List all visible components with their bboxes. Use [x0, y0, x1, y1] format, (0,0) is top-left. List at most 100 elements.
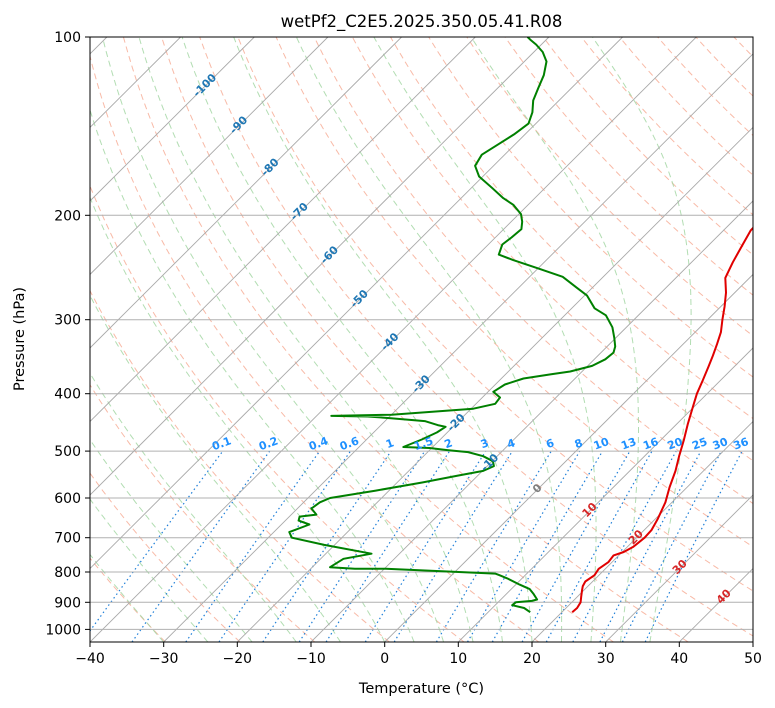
- mixing-ratio-line: [572, 450, 677, 642]
- dry-adiabat-line: [90, 54, 540, 642]
- isotherm-line: [90, 37, 476, 423]
- moist-adiabat-line: [90, 553, 165, 642]
- moist-adiabat-line: [181, 37, 503, 642]
- dry-adiabat-line: [466, 37, 753, 337]
- mixing-ratio-line: [491, 450, 604, 642]
- dry-adiabat-line: [428, 37, 753, 378]
- mixing-ratio-line: [185, 450, 321, 642]
- background-lines: [90, 37, 753, 642]
- isotherm-line: [531, 420, 753, 642]
- dry-adiabat-line: [275, 37, 753, 548]
- dry-adiabat-line: [619, 37, 753, 176]
- y-tick-label: 1000: [45, 622, 81, 638]
- mixing-ratio-label: 6: [544, 436, 556, 451]
- mixing-ratio-label: 0.1: [210, 434, 233, 453]
- x-tick-label: 10: [449, 651, 467, 667]
- mixing-ratio-line: [131, 450, 271, 642]
- mixing-ratio-label: 3: [479, 436, 491, 451]
- y-tick-label: 700: [54, 531, 81, 547]
- x-tick-label: 0: [380, 651, 389, 667]
- moist-adiabat-line: [90, 294, 341, 642]
- mixing-ratio-label: 10: [592, 435, 611, 453]
- grid-lines: [90, 37, 753, 642]
- moist-adiabat-line: [138, 37, 474, 642]
- y-tick-label: 800: [54, 565, 81, 581]
- dry-adiabat-line: [199, 37, 753, 637]
- mixing-ratio-line: [393, 450, 513, 642]
- moist-adiabat-line: [295, 37, 563, 642]
- isotherm-line: [384, 273, 753, 642]
- x-tick-label: 20: [523, 651, 541, 667]
- mixing-ratio-label: 36: [732, 435, 751, 453]
- y-tick-label: 200: [54, 208, 81, 224]
- x-tick-label: −10: [296, 651, 326, 667]
- isotherm-line: [457, 347, 753, 642]
- mixing-ratio-label: 1.5: [412, 434, 435, 453]
- isotherm-line: [90, 37, 329, 276]
- dry-adiabat-line: [90, 383, 316, 642]
- moist-adiabat-line: [90, 498, 209, 642]
- x-tick-label: 30: [597, 651, 615, 667]
- mixing-ratio-label: 2: [443, 436, 455, 451]
- y-tick-label: 600: [54, 491, 81, 507]
- x-tick-label: 50: [744, 651, 762, 667]
- dry-adiabat-line: [390, 37, 753, 420]
- mixing-ratio-label: 13: [619, 435, 638, 452]
- mixing-ratio-label: 1: [384, 436, 396, 451]
- moist-adiabat-line: [373, 37, 597, 642]
- plot-frame: [89, 36, 754, 643]
- moist-adiabat-line: [90, 438, 253, 642]
- moist-adiabat-line: [90, 196, 386, 642]
- x-axis-label: Temperature (°C): [358, 681, 484, 697]
- mixing-ratio-label: 25: [690, 435, 709, 452]
- mixing-ratio-label: 0.2: [257, 434, 280, 453]
- mixing-ratio-label: 16: [641, 435, 660, 453]
- y-axis-label: Pressure (hPa): [12, 287, 28, 391]
- moist-adiabat-line: [102, 37, 445, 642]
- mixing-ratio-line: [435, 450, 552, 642]
- x-tick-label: −30: [149, 651, 179, 667]
- series-lines: [288, 37, 753, 614]
- moist-adiabat-line: [233, 37, 533, 642]
- axis-ticks: −40 −30 −20 −10 0 10 20 30 40 5010020030040050060…: [45, 30, 762, 667]
- moist-adiabat-line: [90, 108, 415, 642]
- dry-adiabat-line: [237, 37, 753, 592]
- mixing-ratio-label: 0.6: [338, 434, 361, 453]
- dry-adiabat-line: [580, 37, 753, 216]
- mixing-ratio-line: [466, 450, 581, 642]
- y-tick-label: 500: [54, 444, 81, 460]
- mixing-ratio-line: [298, 450, 426, 642]
- dry-adiabat-line: [90, 184, 465, 642]
- isotherm-line: [90, 37, 255, 202]
- y-tick-label: 400: [54, 387, 81, 403]
- moist-adiabat-line: [470, 37, 639, 642]
- moist-adiabat-line: [90, 372, 297, 642]
- x-tick-label: −20: [223, 651, 253, 667]
- mixing-ratio-line: [325, 450, 451, 642]
- dry-adiabat-line: [122, 37, 614, 642]
- isotherm-line: [236, 126, 753, 642]
- dry-adiabat-line: [351, 37, 753, 462]
- y-tick-label: 300: [54, 313, 81, 329]
- dry-adiabat-line: [90, 289, 390, 642]
- dry-adiabat-line: [161, 37, 689, 642]
- isotherm-line: [90, 37, 623, 570]
- mixing-ratio-label: 8: [573, 436, 585, 451]
- x-tick-label: 40: [670, 651, 688, 667]
- dry-adiabat-line: [504, 37, 753, 296]
- y-tick-label: 100: [54, 30, 81, 46]
- isotherm-line: [605, 494, 753, 642]
- mixing-ratio-line: [90, 450, 224, 632]
- mixing-ratio-label: 0.4: [307, 434, 330, 453]
- dewpoint-profile-line: [288, 37, 617, 614]
- dry-adiabat-line: [313, 37, 753, 505]
- mixing-ratio-label: 20: [666, 435, 685, 453]
- mixing-ratio-label: 30: [711, 435, 730, 453]
- chart-title: wetPf2_C2E5.2025.350.05.41.R08: [281, 12, 563, 32]
- isotherm-line: [90, 37, 550, 496]
- isotherm-line: [90, 37, 697, 642]
- isotherm-line: [90, 37, 402, 349]
- x-tick-label: −40: [75, 651, 105, 667]
